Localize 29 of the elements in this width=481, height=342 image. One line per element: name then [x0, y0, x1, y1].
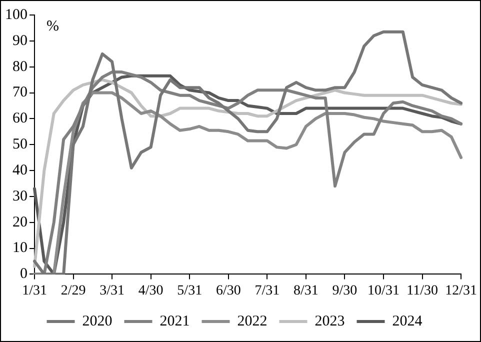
x-tick-label: 4/30 [138, 283, 164, 298]
y-tick-label: 60 [12, 110, 28, 127]
x-tick-label: 11/30 [406, 283, 438, 298]
y-axis-title: % [46, 18, 59, 34]
legend-label: 2020 [82, 313, 112, 330]
y-tick-label: 100 [5, 6, 28, 23]
x-tick-label: 2/29 [60, 283, 86, 298]
y-tick-label: 30 [12, 188, 28, 204]
x-tick-label: 8/31 [294, 283, 318, 298]
y-tick-label: 40 [12, 162, 28, 178]
legend-label: 2024 [392, 313, 423, 330]
y-tick-label: 90 [12, 32, 28, 49]
x-tick-label: 6/30 [216, 283, 241, 298]
legend-label: 2021 [160, 313, 190, 330]
y-tick-label: 0 [20, 266, 28, 282]
x-tick-label: 1/31 [22, 283, 47, 298]
x-tick-label: 5/31 [177, 283, 202, 298]
y-tick-label: 80 [12, 58, 28, 75]
x-tick-label: 10/31 [368, 283, 400, 298]
y-tick-label: 20 [12, 214, 28, 230]
legend-label: 2022 [237, 313, 268, 330]
y-tick-label: 10 [12, 240, 28, 256]
y-tick-label: 70 [12, 84, 28, 101]
x-tick-label: 12/31 [445, 283, 477, 298]
legend-label: 2023 [314, 313, 345, 330]
x-tick-label: 9/30 [332, 283, 358, 298]
y-tick-label: 50 [12, 136, 28, 153]
x-tick-label: 3/31 [100, 283, 124, 298]
x-tick-label: 7/31 [254, 283, 280, 298]
